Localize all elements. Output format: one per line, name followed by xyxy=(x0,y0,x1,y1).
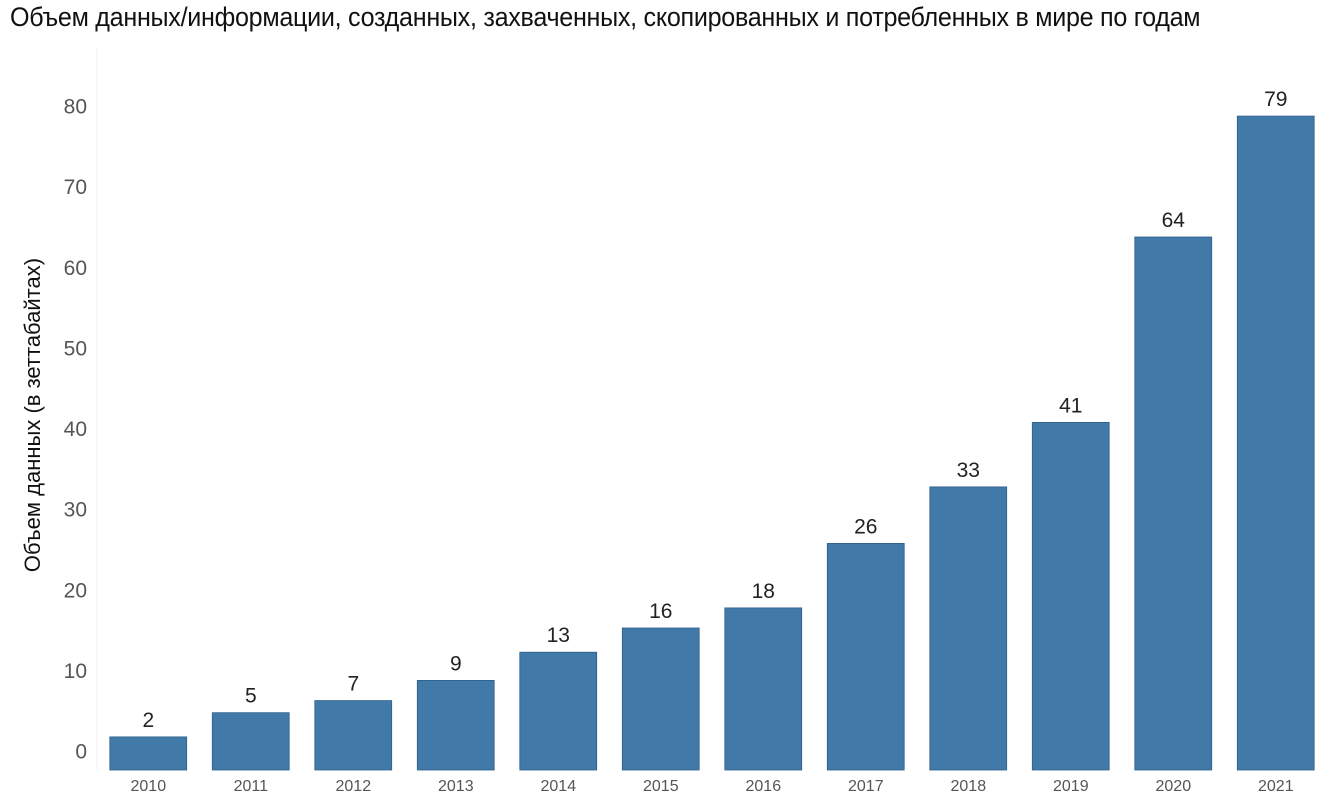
bar-2017 xyxy=(826,543,905,771)
x-axis-labels: 2010 2011 2012 2013 2014 2015 2016 2017 2018 2019… xyxy=(131,778,1294,795)
y-tick-label: 40 xyxy=(64,418,87,441)
data-label: 9 xyxy=(450,652,462,675)
x-tick-label: 2021 xyxy=(1258,778,1294,795)
x-tick-label: 2018 xyxy=(951,778,987,795)
y-tick-label: 10 xyxy=(64,660,87,683)
data-label: 64 xyxy=(1162,209,1186,232)
data-label: 33 xyxy=(957,459,980,482)
x-tick-label: 2011 xyxy=(234,778,269,795)
x-tick-label: 2010 xyxy=(131,778,167,795)
y-tick-label: 60 xyxy=(64,257,87,280)
bar-2021 xyxy=(1236,115,1315,771)
data-label: 5 xyxy=(245,685,257,708)
chart-title: Объем данных/информации, созданных, захв… xyxy=(10,2,1201,32)
y-tick-label: 30 xyxy=(64,499,87,522)
x-tick-label: 2019 xyxy=(1053,778,1089,795)
bar-2010 xyxy=(109,736,188,771)
x-tick-label: 2013 xyxy=(438,778,474,795)
data-label: 18 xyxy=(752,580,775,603)
data-label: 26 xyxy=(854,515,877,538)
data-label: 41 xyxy=(1059,394,1082,417)
bar-2019 xyxy=(1031,421,1110,771)
bar-2015 xyxy=(621,627,700,771)
bar-2012 xyxy=(314,700,393,771)
x-tick-label: 2017 xyxy=(848,778,884,795)
x-tick-label: 2015 xyxy=(643,778,679,795)
data-label: 2 xyxy=(142,709,154,732)
y-tick-label: 20 xyxy=(64,579,87,602)
x-tick-label: 2020 xyxy=(1156,778,1192,795)
y-axis-ticks: 0 10 20 30 40 50 60 70 80 xyxy=(64,96,87,764)
bar-2020 xyxy=(1134,236,1213,771)
data-label: 7 xyxy=(347,673,359,696)
bar-2011 xyxy=(211,712,290,771)
x-tick-label: 2014 xyxy=(541,778,577,795)
bar-2016 xyxy=(724,607,803,771)
data-label: 16 xyxy=(649,600,672,623)
data-label: 79 xyxy=(1264,88,1287,111)
y-tick-label: 0 xyxy=(75,741,87,764)
y-tick-label: 70 xyxy=(64,176,87,199)
data-label: 13 xyxy=(547,624,570,647)
x-tick-label: 2016 xyxy=(746,778,782,795)
bar-2014 xyxy=(519,651,598,771)
bar-2018 xyxy=(929,486,1008,771)
y-axis-title: Объем данных (в зеттабайтах) xyxy=(20,258,45,572)
y-axis-title-group: Объем данных (в зеттабайтах) xyxy=(20,258,45,572)
y-tick-label: 80 xyxy=(64,96,87,119)
bar-2013 xyxy=(416,680,495,771)
x-tick-label: 2012 xyxy=(336,778,372,795)
y-tick-label: 50 xyxy=(64,337,87,360)
bars xyxy=(109,115,1315,771)
